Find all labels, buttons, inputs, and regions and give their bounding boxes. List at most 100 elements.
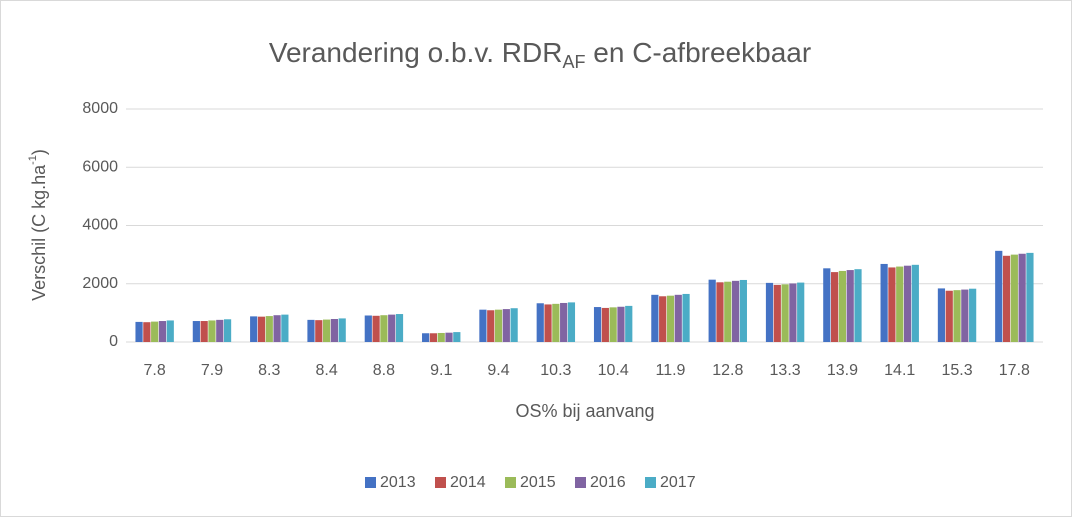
bar	[995, 250, 1003, 342]
bar	[322, 319, 331, 342]
bar	[388, 314, 396, 342]
x-tick-label: 15.3	[941, 362, 972, 379]
x-tick-label: 14.1	[884, 362, 915, 379]
y-title-part: )	[29, 149, 49, 155]
bar	[880, 263, 888, 342]
bar	[479, 309, 487, 342]
bar	[315, 320, 323, 342]
bar	[135, 321, 143, 342]
bar	[716, 282, 724, 342]
legend-label: 2015	[520, 474, 556, 491]
x-tick-label: 8.4	[315, 362, 337, 379]
x-tick-label: 17.8	[999, 362, 1030, 379]
bar	[208, 320, 216, 342]
bar	[593, 307, 602, 342]
bar	[250, 316, 258, 342]
bar	[273, 315, 281, 342]
bar	[567, 302, 576, 342]
bar	[903, 265, 912, 342]
title-subscript: AF	[562, 52, 585, 72]
y-title-superscript: -1	[27, 155, 39, 165]
bar	[560, 302, 568, 342]
bar	[846, 270, 854, 342]
bar	[223, 319, 232, 342]
bar	[281, 314, 289, 342]
x-tick-label: 12.8	[712, 362, 743, 379]
bar	[536, 303, 544, 342]
bar	[158, 321, 167, 342]
bar	[969, 288, 977, 342]
bar	[1018, 253, 1026, 342]
bar	[789, 283, 797, 342]
y-tick-label: 2000	[82, 275, 118, 292]
title-part: Verandering o.b.v. RDR	[269, 37, 563, 68]
bar	[739, 279, 747, 342]
bar	[888, 267, 896, 342]
x-tick-label: 13.9	[827, 362, 858, 379]
y-title-part: Verschil (C kg.ha	[29, 164, 49, 301]
bar	[953, 290, 961, 342]
bar	[1010, 254, 1018, 342]
y-tick-label: 8000	[82, 100, 118, 117]
bar	[502, 309, 510, 342]
bar	[617, 306, 625, 342]
x-tick-label: 10.3	[540, 362, 571, 379]
bar	[487, 310, 495, 342]
legend-swatch	[435, 477, 446, 488]
x-tick-label: 7.8	[144, 362, 166, 379]
x-tick-label: 8.3	[258, 362, 280, 379]
legend-swatch	[645, 477, 656, 488]
bar	[674, 294, 682, 342]
y-tick-label: 4000	[82, 217, 118, 234]
bar	[422, 333, 430, 342]
x-tick-label: 7.9	[201, 362, 223, 379]
bar	[625, 305, 633, 342]
bar	[609, 307, 617, 342]
legend-swatch	[505, 477, 516, 488]
bar	[445, 332, 453, 342]
bar	[437, 332, 445, 342]
bar	[854, 269, 862, 342]
bar	[682, 293, 690, 342]
bar	[494, 309, 503, 342]
bar	[216, 319, 224, 342]
x-tick-label: 10.4	[598, 362, 629, 379]
legend-label: 2016	[590, 474, 626, 491]
bar	[896, 266, 904, 342]
bar	[708, 279, 716, 342]
bar	[364, 315, 372, 342]
bar	[797, 282, 805, 342]
y-tick-label: 6000	[82, 158, 118, 175]
legend-label: 2014	[450, 474, 486, 491]
bar	[265, 316, 273, 342]
bar	[945, 290, 953, 342]
bar	[1026, 252, 1034, 342]
legend-label: 2017	[660, 474, 696, 491]
bar	[765, 282, 774, 342]
bar	[257, 316, 266, 342]
bar	[731, 280, 740, 342]
bar	[659, 296, 667, 342]
bar	[166, 320, 174, 342]
x-tick-label: 9.1	[430, 362, 452, 379]
bar	[200, 321, 208, 342]
y-axis-title: Verschil (C kg.ha-1)	[27, 149, 49, 301]
bar	[831, 272, 839, 342]
bar	[510, 308, 518, 342]
bar	[724, 281, 732, 342]
bar	[307, 319, 315, 342]
legend-swatch	[575, 477, 586, 488]
bar	[453, 332, 461, 342]
bar	[372, 315, 380, 342]
title-part: en C-afbreekbaar	[585, 37, 811, 68]
bar	[192, 321, 200, 342]
bar	[1002, 255, 1011, 342]
bar	[911, 264, 919, 342]
bar	[429, 333, 438, 342]
x-tick-label: 9.4	[487, 362, 509, 379]
x-tick-label: 8.8	[373, 362, 395, 379]
y-tick-label: 0	[109, 333, 118, 350]
bar	[823, 268, 831, 342]
